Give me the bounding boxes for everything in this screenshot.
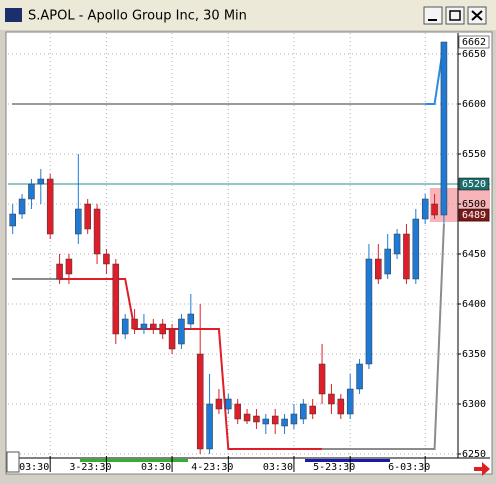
y-tick-label: 6500 — [462, 199, 486, 210]
price-marker-label: 6520 — [462, 179, 486, 190]
y-tick-label: 6600 — [462, 99, 486, 110]
candle-body — [384, 248, 391, 275]
candle-body — [365, 258, 373, 365]
candle-body — [318, 363, 326, 395]
candle-body — [75, 208, 82, 235]
x-tick-label: 3-23:30 — [69, 462, 111, 473]
candle-body — [309, 405, 316, 415]
y-tick-label: 6300 — [462, 399, 486, 410]
price-marker — [458, 35, 490, 49]
candle-body — [18, 198, 26, 215]
x-tick-label: 4-23:30 — [191, 462, 233, 473]
candle-body — [440, 41, 448, 216]
candle-body — [300, 403, 307, 420]
candle-body — [262, 418, 270, 425]
y-tick-label: 6350 — [462, 349, 486, 360]
candle-body — [375, 258, 382, 280]
candle-body — [37, 178, 45, 185]
y-tick-label: 6650 — [462, 49, 486, 60]
candle-body — [178, 318, 185, 345]
candle-body — [206, 403, 213, 450]
candle-body — [65, 258, 73, 275]
close-icon — [471, 10, 483, 21]
candle-body — [337, 398, 345, 415]
maximize-button[interactable] — [445, 6, 465, 25]
candle-body — [403, 233, 410, 280]
candle-body — [112, 263, 120, 335]
scroll-box[interactable] — [6, 451, 20, 473]
candle-body — [253, 415, 260, 423]
x-tick-label: 03:30 — [263, 462, 293, 473]
plot — [8, 33, 490, 456]
app-icon — [5, 8, 22, 22]
candle-body — [281, 418, 288, 427]
candle-body — [187, 313, 195, 325]
candle-body — [56, 263, 63, 280]
candle-body — [150, 323, 157, 330]
candle-body — [346, 388, 354, 415]
candle-body — [421, 198, 429, 220]
candle-body — [290, 413, 298, 425]
price-marker — [458, 208, 490, 222]
price-marker-label: 6489 — [462, 210, 486, 221]
candle-body — [140, 323, 148, 330]
minimize-button[interactable] — [423, 6, 443, 25]
x-tick-label: 5-23:30 — [313, 462, 355, 473]
candle-body — [215, 398, 223, 410]
title-bar — [0, 0, 496, 30]
candle-body — [328, 393, 335, 405]
candle-body — [412, 218, 420, 280]
candle-body — [93, 208, 101, 255]
candle-body — [243, 413, 251, 422]
y-tick-label: 6550 — [462, 149, 486, 160]
candle-body — [84, 203, 91, 230]
window-title: S.APOL - Apollo Group Inc, 30 Min — [28, 9, 247, 24]
session-bar — [305, 459, 390, 462]
candle-body — [234, 403, 241, 420]
stop-line — [322, 223, 445, 450]
candle-body — [28, 183, 35, 200]
candle-body — [196, 353, 204, 450]
x-tick-label: 6-03:30 — [388, 462, 430, 473]
candle-body — [168, 328, 176, 350]
candle-body — [121, 318, 129, 335]
price-marker — [458, 177, 490, 191]
candle-body — [46, 178, 54, 235]
session-bar — [80, 459, 188, 462]
candle-body — [225, 398, 232, 410]
x-tick-label: 03:30 — [19, 462, 49, 473]
candle-body — [103, 253, 110, 265]
x-tick-label: 03:30 — [141, 462, 171, 473]
y-tick-label: 6250 — [462, 449, 486, 460]
y-tick-label: 6400 — [462, 299, 486, 310]
chart-panel — [5, 31, 493, 475]
price-marker-label: 6662 — [462, 37, 486, 48]
y-tick-label: 6450 — [462, 249, 486, 260]
candle-body — [159, 323, 166, 335]
candle-body — [131, 318, 138, 330]
candle-body — [431, 203, 438, 216]
maximize-icon — [449, 10, 461, 21]
candle-body — [9, 213, 16, 227]
scroll-arrow[interactable] — [474, 462, 490, 476]
candle-body — [356, 363, 363, 390]
candle-body — [271, 415, 279, 425]
candle-body — [393, 233, 401, 255]
